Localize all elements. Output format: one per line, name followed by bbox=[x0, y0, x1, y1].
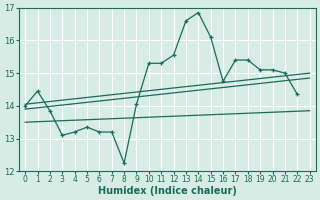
X-axis label: Humidex (Indice chaleur): Humidex (Indice chaleur) bbox=[98, 186, 237, 196]
